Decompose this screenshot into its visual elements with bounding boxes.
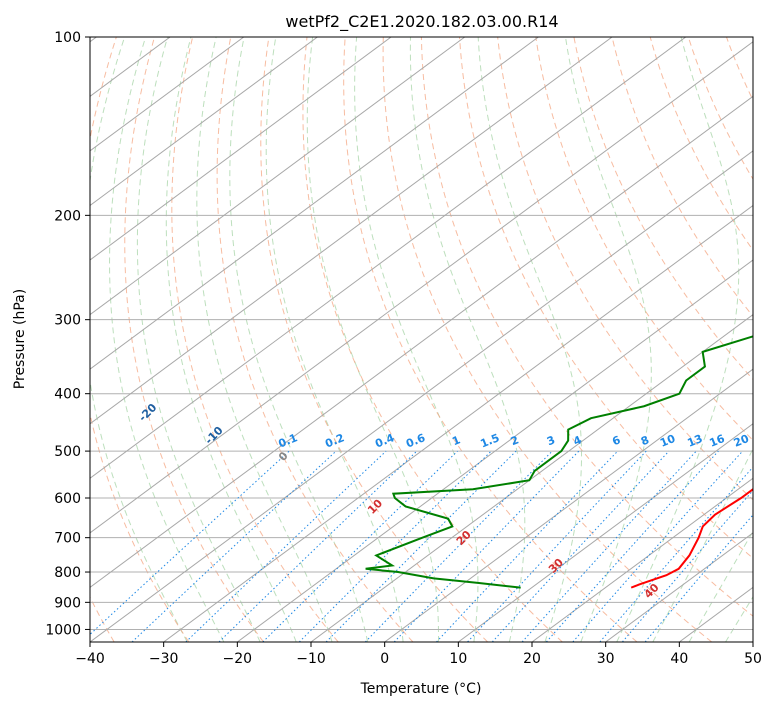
isotherm-line [90,37,613,425]
isotherm-line [237,259,753,642]
isotherm-line [163,204,753,642]
mixing-ratio-lines [90,450,753,642]
dry-adiabat-line [171,37,339,642]
isotherm-line [310,313,753,642]
mixing-ratio-line [393,450,580,642]
moist-adiabat-line [652,447,753,642]
moist-adiabats [90,37,753,642]
y-tick-label: 600 [54,491,81,507]
isotherm-line [90,37,318,207]
mixing-ratio-line [325,450,517,642]
x-axis-title: Temperature (°C) [360,681,482,697]
mixing-ratio-label: 1 [450,433,462,448]
mixing-ratio-line [218,450,418,642]
x-tick-label: 10 [449,651,467,667]
isotherm-line [384,368,753,642]
mixing-ratio-line [491,450,670,642]
isotherm-line [90,37,539,370]
plot-frame [89,36,754,643]
dry-adiabat-line [302,37,563,642]
isotherm-line [605,532,753,642]
y-axis-title: Pressure (hPa) [12,289,28,389]
dry-adiabat-line [90,37,190,642]
skewed-isotherms [90,37,753,642]
dry-adiabat-line [535,37,753,442]
y-tick-label: 400 [54,387,81,403]
dry-adiabat-line [497,37,753,501]
y-tick-label: 1000 [45,622,81,638]
y-tick-label: 800 [54,565,81,581]
moist-adiabat-line [306,37,440,642]
isotherm-line [90,37,466,316]
mixing-ratio-line [436,450,619,642]
plot-area: 0.10.20.40.611.52346810131620253036-20-1… [90,37,753,642]
mixing-ratio-line [298,450,492,642]
y-tick-label: 500 [54,444,81,460]
moist-adiabat-line [229,37,369,642]
moist-adiabat-line [196,37,333,642]
chart-title: wetPf2_C2E1.2020.182.03.00.R14 [285,12,558,32]
isotherm-line [90,41,753,534]
x-tick-label: 20 [523,651,541,667]
mixing-ratio-label: 16 [708,432,727,450]
y-tick-label: 900 [54,595,81,611]
x-tick-label: 0 [380,651,389,667]
y-axis-ticks: 100 200 300 400 500 600 700 800 900 1000 [45,30,90,638]
isotherm-line [90,150,753,642]
mixing-ratio-line [521,450,697,642]
mixing-ratio-label: 8 [639,433,651,448]
mixing-ratio-line [545,450,719,642]
moist-adiabat-line [409,37,526,642]
dry-adiabat-line [260,37,488,642]
mixing-ratio-label: 20 [732,432,751,450]
y-tick-label: 300 [54,313,81,329]
y-tick-label: 700 [54,531,81,547]
isotherm-line [531,477,753,642]
x-tick-label: −10 [296,651,326,667]
isotherm-line [458,423,753,642]
mixing-ratio-line [185,450,387,642]
mixing-ratio-label: 13 [685,432,704,450]
dewpoint-profile-line [365,335,753,589]
isotherm-line [90,37,245,152]
moist-adiabat-line [477,37,583,642]
x-axis-ticks: −40 −30 −20 −10 0 10 20 30 40 50 [75,642,762,667]
mixing-ratio-label: 2 [509,433,521,448]
mixing-ratio-label: 3 [545,433,557,448]
moist-adiabat-line [354,37,479,642]
y-tick-label: 100 [54,30,81,46]
isotherm-line [90,95,753,589]
x-tick-label: −40 [75,651,105,667]
x-tick-label: −20 [223,651,253,667]
moist-adiabat-line [165,37,297,642]
mixing-ratio-line [572,450,744,642]
moist-adiabat-line [109,37,225,642]
x-tick-label: 40 [670,651,688,667]
moist-adiabat-line [265,37,404,642]
moist-adiabat-line [564,37,652,642]
mixing-ratio-line [262,450,458,642]
mixing-ratio-line [364,450,553,642]
moist-adiabat-line [616,37,740,642]
isotherm-line [90,37,687,479]
dry-adiabat-line [459,37,753,559]
y-tick-label: 200 [54,208,81,224]
moist-adiabat-line [90,37,188,642]
x-tick-label: 50 [744,651,762,667]
dry-adiabat-line [420,37,753,617]
dry-adiabat-line [124,37,264,642]
x-tick-label: −30 [149,651,179,667]
mixing-ratio-label: 10 [658,432,677,450]
x-tick-label: 30 [597,651,615,667]
temperature-profile-line [630,487,753,589]
moist-adiabat-line [136,37,261,642]
isotherm-line [90,37,392,261]
